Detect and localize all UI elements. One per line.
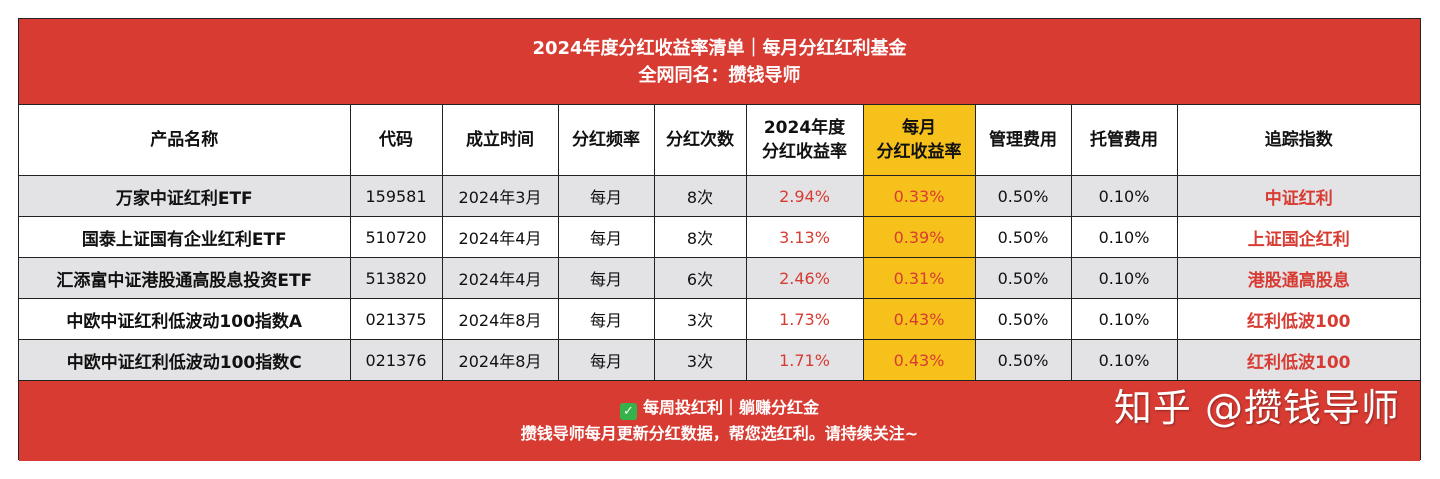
fund-code: 021376 (350, 339, 443, 381)
fund-management-fee: 0.50% (975, 216, 1072, 258)
table-header-row: 产品名称 代码 成立时间 分红频率 分红次数 2024年度 分红收益率 每月 分… (19, 105, 1420, 176)
table-row: 汇添富中证港股通高股息投资ETF 513820 2024年4月 每月 6次 2.… (19, 257, 1420, 299)
fund-custody-fee: 0.10% (1071, 339, 1178, 381)
fund-annual-yield: 2.46% (746, 257, 864, 299)
table-row: 中欧中证红利低波动100指数A 021375 2024年8月 每月 3次 1.7… (19, 298, 1420, 340)
fund-frequency: 每月 (558, 339, 655, 381)
fund-management-fee: 0.50% (975, 298, 1072, 340)
fund-code: 510720 (350, 216, 443, 258)
fund-name: 汇添富中证港股通高股息投资ETF (19, 257, 351, 299)
col-header-annual-yield-line2: 分红收益率 (762, 142, 847, 162)
col-header-name: 产品名称 (19, 105, 351, 176)
col-header-annual-yield-line1: 2024年度 (763, 118, 846, 138)
col-header-count: 分红次数 (654, 105, 747, 176)
fund-tracking-index: 港股通高股息 (1177, 257, 1420, 299)
fund-tracking-index: 中证红利 (1177, 175, 1420, 217)
col-header-founded: 成立时间 (442, 105, 559, 176)
checkmark-icon: ✓ (619, 403, 637, 420)
fund-founded: 2024年8月 (442, 298, 559, 340)
fund-count: 6次 (654, 257, 747, 299)
table-row: 国泰上证国有企业红利ETF 510720 2024年4月 每月 8次 3.13%… (19, 216, 1420, 258)
fund-management-fee: 0.50% (975, 339, 1072, 381)
fund-annual-yield: 3.13% (746, 216, 864, 258)
col-header-monthly-yield: 每月 分红收益率 (863, 105, 976, 176)
fund-table: 产品名称 代码 成立时间 分红频率 分红次数 2024年度 分红收益率 每月 分… (19, 105, 1420, 381)
col-header-custody-fee: 托管费用 (1071, 105, 1178, 176)
fund-founded: 2024年3月 (442, 175, 559, 217)
footer-line-1: ✓ 每周投红利｜躺赚分红金 (619, 395, 819, 421)
fund-count: 8次 (654, 216, 747, 258)
fund-frequency: 每月 (558, 298, 655, 340)
fund-name: 中欧中证红利低波动100指数A (19, 298, 351, 340)
fund-founded: 2024年4月 (442, 257, 559, 299)
fund-code: 021375 (350, 298, 443, 340)
page-subtitle: 全网同名：攒钱导师 (638, 64, 801, 86)
zhihu-watermark: 知乎 @攒钱导师 (1113, 386, 1400, 430)
table-row: 中欧中证红利低波动100指数C 021376 2024年8月 每月 3次 1.7… (19, 339, 1420, 381)
fund-name: 国泰上证国有企业红利ETF (19, 216, 351, 258)
page-title: 2024年度分红收益率清单｜每月分红红利基金 (532, 37, 907, 59)
fund-founded: 2024年4月 (442, 216, 559, 258)
footer-banner: ✓ 每周投红利｜躺赚分红金 攒钱导师每月更新分红数据，帮您选红利。请持续关注~ 知… (19, 381, 1420, 461)
fund-management-fee: 0.50% (975, 175, 1072, 217)
fund-custody-fee: 0.10% (1071, 298, 1178, 340)
col-header-frequency: 分红频率 (558, 105, 655, 176)
fund-name: 中欧中证红利低波动100指数C (19, 339, 351, 381)
fund-tracking-index: 红利低波100 (1177, 298, 1420, 340)
header-banner: 2024年度分红收益率清单｜每月分红红利基金 全网同名：攒钱导师 (19, 19, 1420, 105)
fund-monthly-yield: 0.43% (863, 298, 976, 340)
fund-custody-fee: 0.10% (1071, 257, 1178, 299)
fund-management-fee: 0.50% (975, 257, 1072, 299)
fund-tracking-index: 上证国企红利 (1177, 216, 1420, 258)
col-header-monthly-yield-line1: 每月 (902, 118, 936, 138)
fund-tracking-index: 红利低波100 (1177, 339, 1420, 381)
col-header-tracking-index: 追踪指数 (1177, 105, 1420, 176)
col-header-monthly-yield-line2: 分红收益率 (876, 142, 962, 162)
fund-count: 8次 (654, 175, 747, 217)
fund-frequency: 每月 (558, 216, 655, 258)
fund-custody-fee: 0.10% (1071, 216, 1178, 258)
fund-annual-yield: 1.73% (746, 298, 864, 340)
col-header-code: 代码 (350, 105, 443, 176)
col-header-management-fee: 管理费用 (975, 105, 1072, 176)
col-header-annual-yield: 2024年度 分红收益率 (746, 105, 864, 176)
footer-slogan: 每周投红利｜躺赚分红金 (642, 398, 819, 417)
fund-custody-fee: 0.10% (1071, 175, 1178, 217)
fund-frequency: 每月 (558, 257, 655, 299)
fund-count: 3次 (654, 298, 747, 340)
fund-name: 万家中证红利ETF (19, 175, 351, 217)
fund-code: 159581 (350, 175, 443, 217)
fund-count: 3次 (654, 339, 747, 381)
fund-founded: 2024年8月 (442, 339, 559, 381)
table-row: 万家中证红利ETF 159581 2024年3月 每月 8次 2.94% 0.3… (19, 175, 1420, 217)
fund-annual-yield: 2.94% (746, 175, 864, 217)
fund-annual-yield: 1.71% (746, 339, 864, 381)
fund-monthly-yield: 0.39% (863, 216, 976, 258)
fund-monthly-yield: 0.43% (863, 339, 976, 381)
footer-line-2: 攒钱导师每月更新分红数据，帮您选红利。请持续关注~ (520, 424, 919, 443)
fund-code: 513820 (350, 257, 443, 299)
fund-monthly-yield: 0.33% (863, 175, 976, 217)
fund-monthly-yield: 0.31% (863, 257, 976, 299)
fund-frequency: 每月 (558, 175, 655, 217)
dividend-table-card: 2024年度分红收益率清单｜每月分红红利基金 全网同名：攒钱导师 产品名称 代码… (18, 18, 1421, 461)
